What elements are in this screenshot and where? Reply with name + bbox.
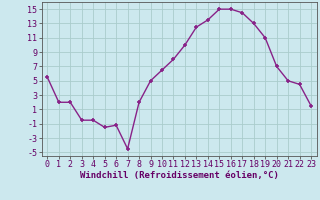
X-axis label: Windchill (Refroidissement éolien,°C): Windchill (Refroidissement éolien,°C) xyxy=(80,171,279,180)
